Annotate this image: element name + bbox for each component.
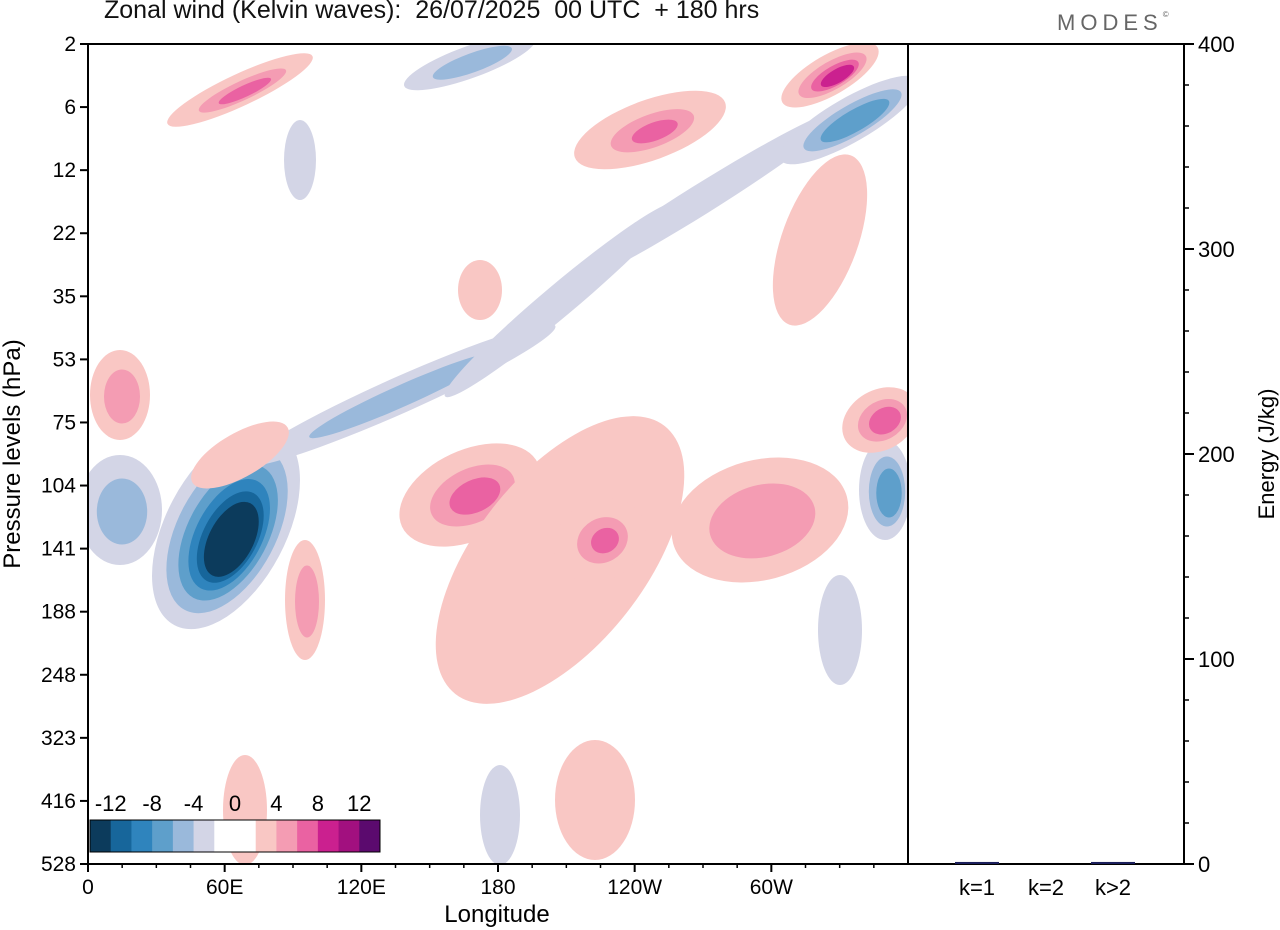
colorbar-label: -12 — [95, 791, 127, 816]
y-axis-label: Pressure levels (hPa) — [0, 339, 26, 568]
colorbar-swatch — [317, 820, 340, 852]
positive-anomaly-60W — [709, 483, 816, 559]
x-tick-label: 120W — [607, 876, 662, 899]
colorbar-swatch — [276, 820, 298, 852]
y-tick-label: 104 — [41, 475, 76, 498]
y-tick-label: 12 — [53, 159, 76, 182]
energy-category-label: k=1 — [959, 875, 995, 900]
energy-tick-label: 100 — [1198, 647, 1235, 672]
energy-category-label: k=2 — [1028, 875, 1064, 900]
colorbar-swatch — [193, 820, 215, 852]
colorbar-label: 8 — [312, 791, 324, 816]
positive-band-west — [191, 421, 289, 489]
energy-bar — [955, 861, 999, 864]
positive-anomaly-lower — [295, 565, 319, 638]
positive-anomaly-mid — [458, 260, 502, 320]
colorbar: -12 -8 -4 0 4 8 12 — [89, 791, 381, 853]
chart-title: Zonal wind (Kelvin waves): 26/07/2025 00… — [104, 0, 760, 24]
colorbar-label: -4 — [184, 791, 204, 816]
heatmap-field — [88, 44, 908, 864]
negative-anomaly-upper-right — [820, 98, 890, 143]
y-tick-label: 528 — [41, 853, 76, 876]
x-axis-label: Longitude — [444, 901, 549, 928]
logo-text: MODES — [1057, 10, 1163, 35]
y-tick-label: 416 — [41, 790, 76, 813]
colorbar-label: 0 — [229, 791, 241, 816]
colorbar-swatch — [214, 820, 236, 852]
colorbar-swatch — [338, 820, 360, 852]
energy-bars: k=1 k=2 k>2 — [955, 861, 1135, 900]
energy-panel-frame — [907, 43, 1185, 865]
colorbar-swatch — [359, 820, 381, 852]
colorbar-swatch — [131, 820, 153, 852]
positive-anomaly-180 — [449, 477, 501, 515]
colorbar-label: 12 — [347, 791, 371, 816]
y-tick-label: 2 — [64, 33, 76, 56]
colorbar-swatch — [152, 820, 174, 852]
negative-anomaly-bottom — [480, 765, 520, 864]
y-tick-label: 141 — [41, 538, 76, 561]
energy-y-axis: 0 100 200 300 400 — [1184, 32, 1235, 877]
y-tick-label: 75 — [53, 411, 76, 434]
negative-anomaly-strat — [284, 120, 316, 200]
energy-tick-label: 300 — [1198, 237, 1235, 262]
y-tick-label: 6 — [64, 96, 76, 119]
energy-tick-label: 400 — [1198, 32, 1235, 57]
colorbar-frame — [89, 819, 381, 853]
y-tick-label: 323 — [41, 727, 76, 750]
negative-band — [309, 352, 496, 439]
y-tick-label: 35 — [53, 285, 76, 308]
x-tick-label: 120E — [337, 876, 386, 899]
colorbar-swatch — [172, 820, 195, 852]
colorbar-label: -8 — [142, 791, 162, 816]
colorbar-label: 4 — [270, 791, 282, 816]
positive-anomaly-upper-left — [218, 77, 272, 105]
y-tick-label: 188 — [41, 601, 76, 624]
y-tick-label: 248 — [41, 664, 76, 687]
x-tick-label: 60E — [206, 876, 243, 899]
positive-anomaly-top-right — [820, 64, 855, 88]
energy-tick-label: 0 — [1198, 852, 1210, 877]
positive-anomaly-strat — [631, 119, 678, 144]
energy-bar — [1091, 861, 1135, 864]
colorbar-swatch — [90, 820, 112, 852]
energy-axis-label: Energy (J/kg) — [1254, 389, 1279, 520]
energy-tick-label: 200 — [1198, 442, 1235, 467]
energy-category-label: k>2 — [1095, 875, 1131, 900]
colorbar-swatch — [110, 820, 132, 852]
positive-anomaly-120W — [591, 527, 619, 554]
x-tick-label: 60W — [750, 876, 793, 899]
x-tick-label: 0 — [82, 876, 94, 899]
negative-band-top — [555, 109, 845, 291]
positive-band-strat-east — [772, 154, 868, 326]
negative-anomaly-core — [203, 501, 259, 577]
logo-mark: © — [1162, 10, 1169, 19]
positive-anomaly-left — [104, 369, 140, 424]
negative-anomaly-left — [96, 478, 148, 545]
x-tick-label: 180 — [480, 876, 515, 899]
positive-anomaly-east — [869, 406, 901, 435]
modes-logo: MODES© — [1057, 10, 1169, 36]
x-axis: 0 60E 120E 180 120W 60W — [82, 864, 875, 899]
colorbar-swatch — [255, 820, 277, 852]
positive-anomaly-bottom — [555, 740, 635, 860]
y-axis: 2 6 12 22 35 53 75 104 141 188 248 323 416 528 — [41, 33, 88, 876]
y-tick-label: 53 — [53, 348, 76, 371]
negative-anomaly-lower-right — [818, 575, 862, 685]
colorbar-swatch — [297, 820, 319, 852]
colorbar-swatch — [235, 820, 257, 852]
negative-anomaly-top — [432, 45, 512, 80]
negative-anomaly-right — [876, 468, 902, 518]
y-tick-label: 22 — [53, 222, 76, 245]
